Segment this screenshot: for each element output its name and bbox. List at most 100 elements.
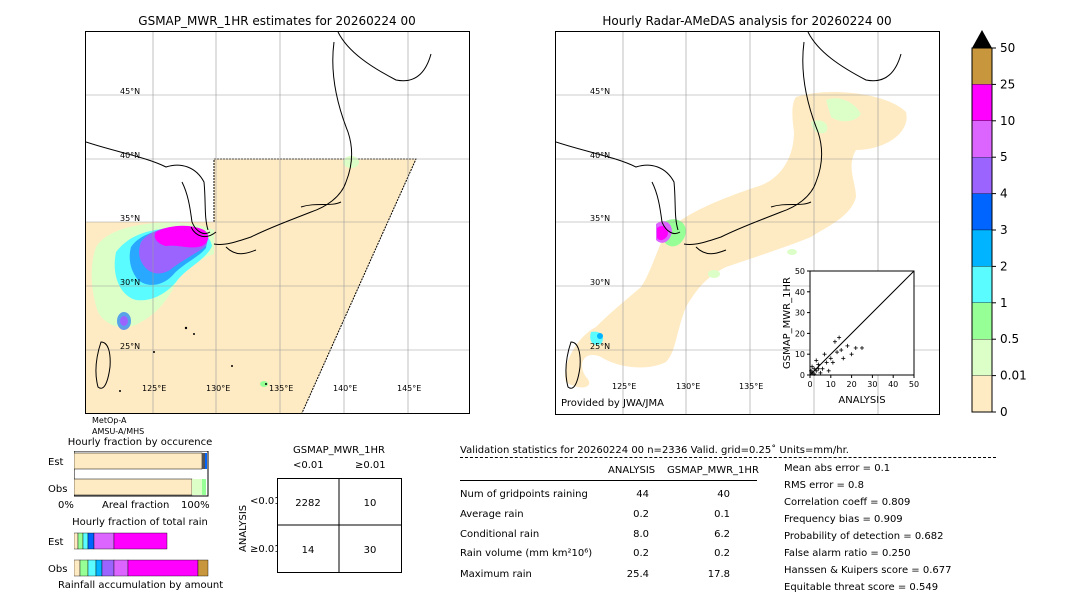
lat-label-45: 45°N xyxy=(590,87,611,96)
scatter-xtick-4: 40 xyxy=(888,380,898,389)
scatter-point-14 xyxy=(849,352,854,357)
scatter-point-8 xyxy=(828,356,833,361)
validation-divider xyxy=(460,457,996,458)
scatter-ytick-2: 20 xyxy=(795,329,805,338)
colorbar-segment-9 xyxy=(971,375,993,413)
cell-hit: 30 xyxy=(364,545,377,556)
stat-label-average: Average rain xyxy=(460,509,524,520)
lat-label-35: 35°N xyxy=(120,214,141,223)
scatter-xtick-5: 50 xyxy=(909,380,919,389)
colorbar-label-0: 50 xyxy=(1000,41,1015,55)
colorbar-label-3: 5 xyxy=(1000,150,1008,164)
scatter-xtick-0: 0 xyxy=(807,380,812,389)
colorbar-segment-1 xyxy=(971,84,993,121)
scatter-point-1 xyxy=(812,366,817,371)
scatter-point-2 xyxy=(814,368,819,373)
stat-gsmap-maximum: 17.8 xyxy=(707,569,730,580)
lon-label-145: 145°E xyxy=(397,384,422,393)
lon-label-130: 130°E xyxy=(676,382,701,391)
scatter-ylabel: GSMAP_MWR_1HR xyxy=(782,277,793,369)
lon-label-135: 135°E xyxy=(739,382,764,391)
colorbar-label-4: 4 xyxy=(1000,187,1008,201)
stat-analysis-volume: 0.2 xyxy=(633,548,649,559)
contingency-col1: <0.01 xyxy=(293,460,324,471)
axis-100pct: 100% xyxy=(181,500,210,511)
colorbar-segment-3 xyxy=(971,157,993,194)
colorbar-segment-6 xyxy=(971,266,993,303)
lon-label-125: 125°E xyxy=(612,382,637,391)
score-ets: Equitable threat score = 0.549 xyxy=(784,582,939,593)
colorbar-label-10: 0 xyxy=(1000,405,1008,418)
radar-rain-magenta xyxy=(657,226,668,241)
total-est-label: Est xyxy=(48,537,64,548)
scatter-xtick-2: 20 xyxy=(847,380,857,389)
radar-coverage xyxy=(565,92,907,388)
stat-label-volume: Rain volume (mm km²10⁶) xyxy=(460,548,593,559)
validation-header: Validation statistics for 20260224 00 n=… xyxy=(460,445,849,456)
stat-label-maximum: Maximum rain xyxy=(460,569,532,580)
col-analysis: ANALYSIS xyxy=(608,465,656,476)
provider-credit: Provided by JWA/JMA xyxy=(561,398,664,409)
scatter-point-19 xyxy=(814,358,819,363)
occ-obs-label: Obs xyxy=(48,484,68,495)
stat-analysis-average: 0.2 xyxy=(633,509,649,520)
colorbar-label-1: 25 xyxy=(1000,77,1015,91)
satellite-name: MetOp-A xyxy=(92,416,127,425)
right-map-title: Hourly Radar-AMeDAS analysis for 2026022… xyxy=(602,14,892,28)
scatter-ytick-1: 10 xyxy=(795,350,805,359)
colorbar-label-9: 0.01 xyxy=(1000,369,1027,383)
coastlines xyxy=(86,32,432,389)
colorbar-label-2: 10 xyxy=(1000,114,1015,128)
colorbar-segment-7 xyxy=(971,302,993,340)
contingency-title: GSMAP_MWR_1HR xyxy=(293,445,385,456)
scatter-diagonal xyxy=(809,270,915,376)
lat-label-45: 45°N xyxy=(120,87,141,96)
scatter-point-23 xyxy=(841,356,846,361)
total-obs-label: Obs xyxy=(48,564,68,575)
lat-label-35: 35°N xyxy=(590,214,611,223)
scatter-point-6 xyxy=(820,366,825,371)
left-map: 45°N 40°N 35°N 30°N 25°N 125°E 130°E 135… xyxy=(85,31,470,414)
colorbar-label-7: 1 xyxy=(1000,296,1008,310)
scatter-ytick-3: 30 xyxy=(795,309,805,318)
score-mae: Mean abs error = 0.1 xyxy=(784,463,891,474)
scatter-xtick-1: 10 xyxy=(826,380,836,389)
scatter-point-10 xyxy=(839,348,844,353)
lon-label-140: 140°E xyxy=(333,384,358,393)
occ-bars xyxy=(74,451,209,497)
scatter-point-16 xyxy=(830,360,835,365)
lat-label-30: 30°N xyxy=(590,278,611,287)
scatter-point-4 xyxy=(810,364,815,369)
scatter-inset: 00 10 10 20 20 30 30 40 40 50 50 ANALYSIS GSMAP_MW… xyxy=(782,267,919,406)
stat-gsmap-average: 0.1 xyxy=(714,509,730,520)
scatter-point-7 xyxy=(824,360,829,365)
rain-area-magenta xyxy=(154,225,209,248)
colorbar-segment-8 xyxy=(971,339,993,376)
cell-miss: 14 xyxy=(302,545,315,556)
lat-label-25: 25°N xyxy=(590,342,611,351)
total-est-bar xyxy=(74,532,168,550)
lon-label-135: 135°E xyxy=(269,384,294,393)
scatter-point-13 xyxy=(860,345,864,350)
lon-label-130: 130°E xyxy=(206,384,231,393)
fraction-occ-title: Hourly fraction by occurence xyxy=(67,437,213,448)
colorbar-segment-5 xyxy=(971,229,993,267)
score-pod: Probability of detection = 0.682 xyxy=(784,531,944,542)
scatter-point-20 xyxy=(812,371,817,376)
score-far: False alarm ratio = 0.250 xyxy=(784,548,911,559)
scatter-xlabel: ANALYSIS xyxy=(838,395,885,406)
lat-label-30: 30°N xyxy=(120,278,141,287)
stat-gsmap-volume: 0.2 xyxy=(714,548,730,559)
total-bars xyxy=(74,532,209,577)
lat-label-40: 40°N xyxy=(590,151,611,160)
score-correlation: Correlation coeff = 0.809 xyxy=(784,497,911,508)
colorbar-segment-2 xyxy=(971,120,993,158)
lat-label-40: 40°N xyxy=(120,151,141,160)
stat-label-conditional: Conditional rain xyxy=(460,529,540,540)
right-map-canvas xyxy=(556,32,939,414)
contingency-row2: ≥0.01 xyxy=(250,544,281,555)
colorbar-label-8: 0.5 xyxy=(1000,332,1019,346)
stat-analysis-conditional: 8.0 xyxy=(633,529,649,540)
occ-est-bar xyxy=(74,452,203,470)
left-map-title: GSMAP_MWR_1HR estimates for 20260224 00 xyxy=(138,14,416,28)
